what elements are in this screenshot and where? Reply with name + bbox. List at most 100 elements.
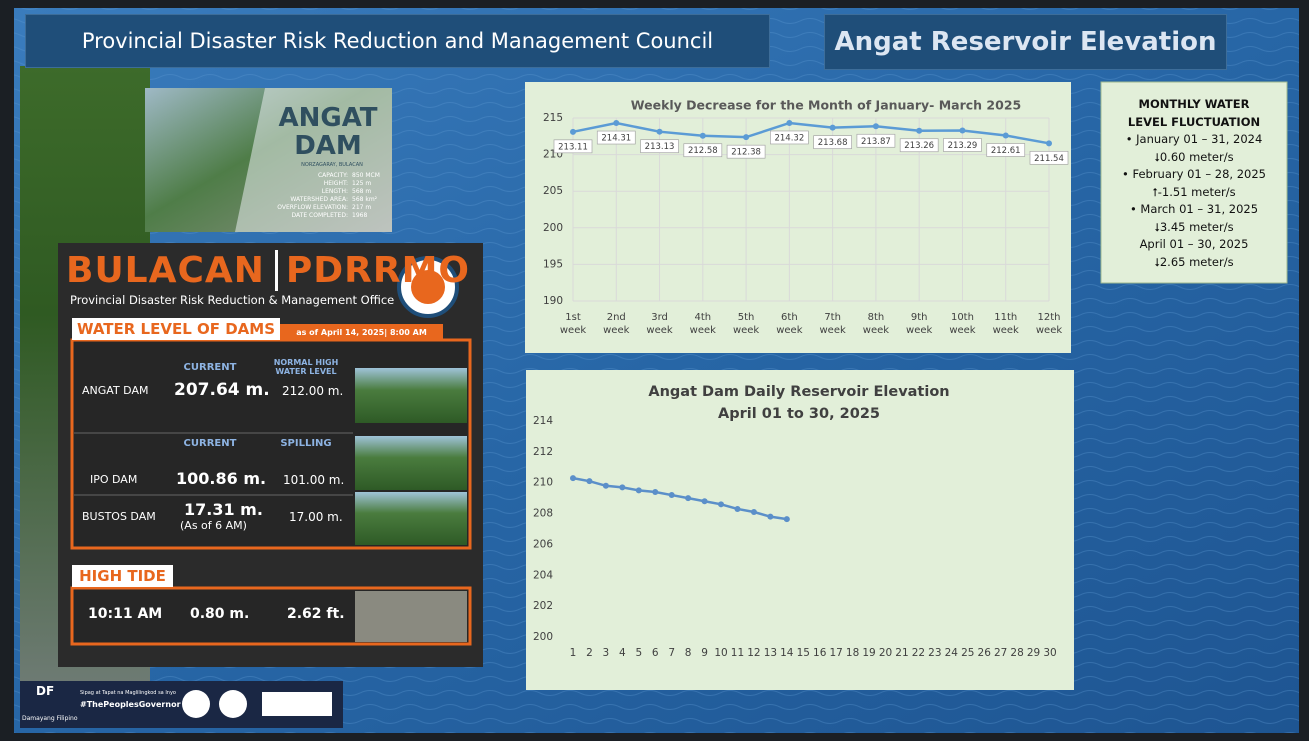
x-tick-label: 12	[747, 647, 760, 659]
data-label-box	[683, 143, 723, 158]
point	[685, 495, 692, 502]
point	[750, 509, 757, 516]
point	[652, 488, 659, 495]
x-tick-label: 28	[1010, 647, 1023, 659]
data-label-box	[640, 139, 679, 154]
y-tick-label: 195	[543, 258, 563, 270]
dam-specs: CAPACITY: 850 MCM HEIGHT: 125 m LENGTH: 568 m…	[252, 172, 382, 220]
x-tick-label: 22	[912, 647, 925, 659]
x-tick-label: 8	[685, 647, 692, 659]
spec-value: 568 km²	[352, 196, 378, 203]
x-tick-label: 7	[668, 647, 675, 659]
data-label: 214.31	[601, 134, 631, 144]
spec-label: DATE COMPLETED:	[291, 212, 348, 219]
x-tick-label: 5th week	[732, 312, 760, 336]
y-tick-label: 215	[543, 112, 563, 124]
fluctuation-period: • January 01 – 31, 2024	[1125, 132, 1263, 146]
x-tick-label: 16	[813, 647, 827, 659]
data-label: 213.13	[645, 142, 675, 152]
dam-card-location: NORZAGARAY, BULACAN	[301, 162, 363, 168]
point	[701, 498, 708, 505]
period: February 01 – 28, 2025	[1132, 167, 1266, 181]
brand-2: PDRRMO	[274, 250, 470, 291]
spec-value: 568 m	[352, 188, 372, 195]
x-tick-label: 18	[846, 647, 859, 659]
x-tick-label: 24	[945, 647, 959, 659]
x-tick-label: 1st week	[559, 312, 587, 336]
point	[586, 478, 593, 485]
point	[668, 492, 675, 499]
data-label-box	[943, 138, 982, 152]
data-label: 213.87	[861, 137, 891, 147]
dam-spilling: 101.00 m.	[283, 473, 345, 487]
x-tick-label: 25	[961, 647, 974, 659]
dam-note: (As of 6 AM)	[180, 519, 247, 532]
y-tick-label: 200	[543, 222, 563, 234]
spec-row: OVERFLOW ELEVATION: 217 m	[252, 204, 382, 212]
col-header: NORMAL HIGH WATER LEVEL	[273, 358, 339, 376]
dam-name: IPO DAM	[90, 473, 138, 486]
y-tick-label: 205	[543, 185, 563, 197]
point	[718, 501, 725, 508]
data-label: 213.26	[904, 141, 934, 151]
spec-value: 217 m	[352, 204, 372, 211]
data-label-box	[899, 138, 939, 153]
fluctuation: MONTHLY WATER LEVEL FLUCTUATION • Januar…	[1101, 96, 1287, 271]
dam-card-overlay	[235, 88, 392, 232]
point	[619, 484, 626, 491]
x-tick-label: 14	[780, 647, 794, 659]
footer-logo: DF	[36, 684, 55, 698]
x-tick-label: 29	[1027, 647, 1040, 659]
tide-photo	[355, 591, 467, 642]
y-tick-label: 190	[543, 295, 563, 307]
dam-card-name-2: DAM	[294, 131, 362, 161]
x-tick-label: 2	[586, 647, 593, 659]
point	[783, 516, 790, 523]
point	[656, 128, 663, 135]
fluctuation-change: ⭡-1.51 meter/s	[1152, 184, 1236, 199]
dam-name: BUSTOS DAM	[82, 510, 156, 523]
brand-1: BULACAN	[66, 250, 265, 291]
spec-value: 850 MCM	[352, 172, 380, 179]
tide-meters: 0.80 m.	[190, 606, 250, 622]
dam-current: 17.31 m.	[184, 500, 263, 519]
x-tick-label: 1	[570, 647, 577, 659]
x-tick-label: 19	[862, 647, 875, 659]
dam-current: 207.64 m.	[174, 380, 270, 400]
x-tick-label: 7th week	[819, 312, 846, 336]
point	[602, 482, 609, 489]
fluctuation-period: • February 01 – 28, 2025	[1122, 167, 1266, 181]
x-tick-label: 9th week	[906, 312, 933, 336]
point	[916, 127, 923, 134]
footer-seal	[219, 690, 247, 718]
x-tick-label: 6th week	[776, 312, 803, 336]
data-label: 212.58	[688, 146, 718, 156]
angat-photo	[355, 368, 467, 423]
data-label-box	[813, 135, 852, 150]
point	[613, 120, 620, 127]
dam-card-name: ANGAT DAM	[272, 104, 384, 160]
x-tick-label: 21	[895, 647, 908, 659]
data-label: 212.61	[991, 146, 1021, 156]
spec-value: 1968	[352, 212, 368, 219]
y-tick-label: 214	[533, 415, 553, 427]
point	[767, 513, 774, 520]
chart-subtitle: April 01 to 30, 2025	[718, 406, 880, 422]
y-tick-label: 212	[533, 446, 553, 458]
col-header: CURRENT	[183, 362, 237, 373]
spec-row: DATE COMPLETED: 1968	[252, 212, 382, 220]
x-tick-label: 4th week	[689, 312, 716, 336]
series-line	[572, 121, 1050, 145]
section-title: WATER LEVEL OF DAMS	[72, 318, 280, 340]
data-label: 213.11	[558, 142, 588, 152]
footer-badge	[262, 692, 332, 716]
x-tick-label: 10th week	[949, 312, 976, 336]
dam-card-name-1: ANGAT	[278, 103, 378, 133]
x-tick-label: 17	[829, 647, 842, 659]
point	[1046, 140, 1052, 147]
point	[959, 127, 966, 134]
x-tick-label: 4	[619, 647, 626, 659]
tide-feet: 2.62 ft.	[287, 606, 345, 622]
